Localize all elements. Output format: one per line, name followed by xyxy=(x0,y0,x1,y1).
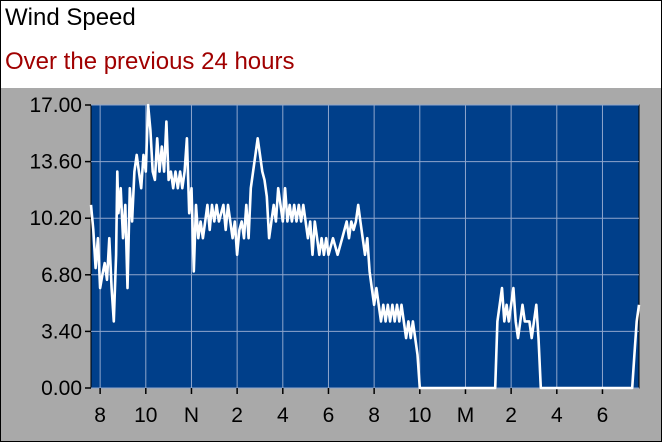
y-tick-label: 13.60 xyxy=(29,151,82,174)
x-tick-label: 4 xyxy=(551,404,563,427)
x-tick-label: 4 xyxy=(277,404,289,427)
chart-subtitle: Over the previous 24 hours xyxy=(5,48,295,75)
x-tick-label: 2 xyxy=(505,404,517,427)
x-tick-label: M xyxy=(457,404,475,427)
chart-title: Wind Speed xyxy=(5,4,136,31)
wind-speed-line xyxy=(89,103,641,390)
x-tick-label: 6 xyxy=(597,404,609,427)
x-tick-label: 10 xyxy=(134,404,157,427)
x-tick-label: 10 xyxy=(408,404,431,427)
x-tick-label: 2 xyxy=(231,404,243,427)
x-tick-label: 6 xyxy=(323,404,335,427)
y-tick-label: 3.40 xyxy=(41,320,82,343)
x-tick-label: N xyxy=(184,404,199,427)
x-tick-label: 8 xyxy=(94,404,106,427)
y-tick-label: 10.20 xyxy=(29,207,82,230)
y-tick-label: 17.00 xyxy=(29,94,82,117)
y-tick-label: 6.80 xyxy=(41,264,82,287)
x-tick-label: 8 xyxy=(368,404,380,427)
y-tick-label: 0.00 xyxy=(41,377,82,400)
